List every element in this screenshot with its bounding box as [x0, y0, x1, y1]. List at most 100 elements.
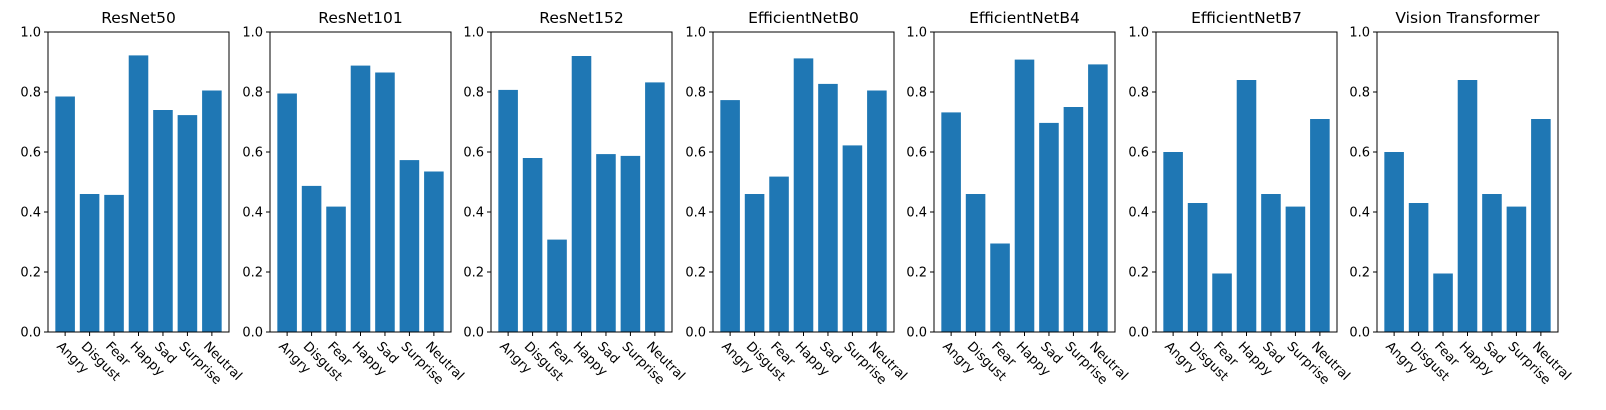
y-tick-label: 0.6 — [463, 146, 484, 161]
y-tick-label: 1.0 — [242, 26, 263, 41]
y-tick-label: 0.4 — [1349, 206, 1370, 221]
subplot-4: EfficientNetB40.00.20.40.60.81.0AngryDis… — [906, 9, 1130, 388]
y-tick-label: 1.0 — [463, 26, 484, 41]
bar-neutral — [1310, 119, 1330, 332]
y-tick-label: 0.0 — [1128, 326, 1149, 341]
bar-sad — [1482, 194, 1502, 332]
bar-sad — [153, 110, 173, 332]
bar-happy — [1014, 59, 1035, 332]
subplot-5: EfficientNetB70.00.20.40.60.81.0AngryDis… — [1128, 9, 1352, 388]
panel-title: ResNet152 — [539, 9, 623, 27]
bar-neutral — [424, 171, 444, 332]
y-tick-label: 0.0 — [20, 326, 41, 341]
y-tick-label: 0.8 — [242, 86, 263, 101]
bar-disgust — [522, 158, 543, 332]
bar-fear — [326, 206, 346, 332]
subplot-2: ResNet1520.00.20.40.60.81.0AngryDisgustF… — [463, 9, 687, 388]
bar-angry — [1384, 152, 1404, 332]
bar-disgust — [79, 194, 100, 332]
y-tick-label: 0.6 — [1128, 146, 1149, 161]
y-tick-label: 0.2 — [20, 266, 41, 281]
bar-surprise — [1285, 206, 1306, 332]
bar-surprise — [177, 115, 198, 332]
y-tick-label: 0.4 — [20, 206, 41, 221]
y-tick-label: 0.0 — [685, 326, 706, 341]
bar-sad — [375, 72, 395, 332]
y-tick-label: 0.6 — [242, 146, 263, 161]
y-tick-label: 0.2 — [906, 266, 927, 281]
y-tick-label: 0.6 — [685, 146, 706, 161]
bar-happy — [793, 58, 814, 333]
bar-fear — [547, 239, 567, 332]
bar-fear — [769, 176, 789, 332]
bar-happy — [350, 65, 371, 332]
y-tick-label: 0.8 — [1128, 86, 1149, 101]
panel-title: EfficientNetB7 — [1191, 9, 1302, 27]
bar-sad — [596, 154, 616, 332]
bar-angry — [941, 112, 961, 333]
bar-angry — [1163, 152, 1183, 332]
panel-title: EfficientNetB4 — [969, 9, 1080, 27]
y-tick-label: 1.0 — [906, 26, 927, 41]
y-tick-label: 1.0 — [1128, 26, 1149, 41]
bar-fear — [990, 243, 1010, 332]
y-tick-label: 0.4 — [1128, 206, 1149, 221]
bar-angry — [720, 100, 740, 332]
panel-title: ResNet101 — [318, 9, 402, 27]
bar-sad — [1261, 194, 1281, 332]
panel-title: ResNet50 — [101, 9, 176, 27]
y-tick-label: 0.0 — [906, 326, 927, 341]
bar-angry — [277, 93, 297, 332]
y-tick-label: 0.2 — [242, 266, 263, 281]
y-tick-label: 1.0 — [685, 26, 706, 41]
subplot-6: Vision Transformer0.00.20.40.60.81.0Angr… — [1349, 9, 1573, 388]
y-tick-label: 0.2 — [463, 266, 484, 281]
bar-fear — [104, 194, 124, 332]
bar-disgust — [301, 185, 322, 332]
bar-surprise — [1506, 206, 1527, 332]
subplot-1: ResNet1010.00.20.40.60.81.0AngryDisgustF… — [242, 9, 466, 388]
bar-angry — [498, 89, 518, 333]
y-tick-label: 0.6 — [906, 146, 927, 161]
bar-disgust — [744, 194, 765, 332]
bar-neutral — [1088, 64, 1108, 333]
bar-neutral — [867, 90, 887, 332]
y-tick-label: 0.2 — [1349, 266, 1370, 281]
y-tick-label: 0.8 — [1349, 86, 1370, 101]
bar-happy — [1236, 80, 1257, 332]
bar-fear — [1433, 273, 1453, 332]
panel-title: EfficientNetB0 — [748, 9, 859, 27]
bar-neutral — [645, 82, 665, 333]
y-tick-label: 0.4 — [685, 206, 706, 221]
y-tick-label: 0.6 — [20, 146, 41, 161]
bar-angry — [55, 96, 75, 332]
y-tick-label: 0.0 — [1349, 326, 1370, 341]
bar-disgust — [965, 194, 986, 332]
subplot-3: EfficientNetB00.00.20.40.60.81.0AngryDis… — [685, 9, 909, 388]
panel-title: Vision Transformer — [1395, 9, 1540, 27]
y-tick-label: 0.8 — [463, 86, 484, 101]
bar-neutral — [202, 90, 222, 332]
y-tick-label: 0.6 — [1349, 146, 1370, 161]
bar-neutral — [1531, 119, 1551, 332]
bar-disgust — [1187, 203, 1208, 332]
bar-surprise — [1063, 107, 1084, 332]
y-tick-label: 0.4 — [906, 206, 927, 221]
y-tick-label: 0.4 — [463, 206, 484, 221]
y-tick-label: 1.0 — [1349, 26, 1370, 41]
bar-surprise — [620, 155, 641, 332]
bar-happy — [1457, 80, 1478, 332]
y-tick-label: 0.0 — [242, 326, 263, 341]
subplot-0: ResNet500.00.20.40.60.81.0AngryDisgustFe… — [20, 9, 244, 388]
y-tick-label: 1.0 — [20, 26, 41, 41]
bar-surprise — [399, 160, 420, 332]
y-tick-label: 0.4 — [242, 206, 263, 221]
y-tick-label: 0.2 — [685, 266, 706, 281]
y-tick-label: 0.2 — [1128, 266, 1149, 281]
y-tick-label: 0.8 — [685, 86, 706, 101]
y-tick-label: 0.8 — [20, 86, 41, 101]
y-tick-label: 0.0 — [463, 326, 484, 341]
bar-disgust — [1408, 203, 1429, 332]
bar-happy — [128, 55, 149, 333]
